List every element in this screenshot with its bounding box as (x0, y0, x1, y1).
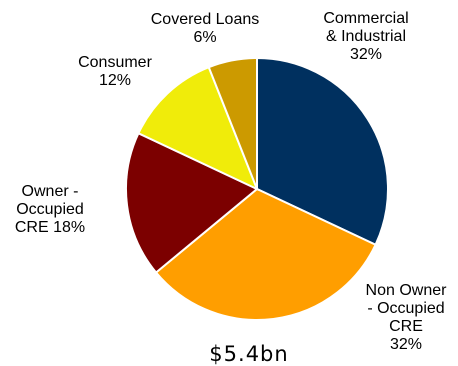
slice-label-line: 32% (390, 336, 422, 353)
slice-label: Non Owner - Occupied CRE 32% (366, 282, 448, 353)
slice-label-line: CRE 18% (15, 219, 85, 236)
slice-label-line: 6% (193, 29, 216, 46)
slice-label: Consumer 12% (78, 54, 152, 89)
slice-label-line: Occupied (16, 201, 84, 218)
pie-slice (125, 131, 259, 274)
pie-slice (154, 187, 377, 321)
total-label: $5.4bn (209, 342, 288, 366)
slice-label-line: Owner - (22, 183, 79, 200)
pie-slice (256, 56, 389, 247)
slice-label-line: 12% (99, 72, 131, 89)
slice-label: Commercial & Industrial 32% (323, 10, 408, 63)
slice-label-line: Commercial (323, 10, 408, 27)
pie-slice (137, 65, 259, 191)
slice-label-line: & Industrial (326, 28, 406, 45)
slice-label: Covered Loans 6% (151, 11, 260, 46)
slice-label: Owner -Occupied CRE 18% (15, 183, 85, 236)
slice-label-line: CRE (389, 318, 423, 335)
slice-label-line: - Occupied (367, 300, 444, 317)
slice-label-line: Covered Loans (151, 11, 260, 28)
slice-label-line: Non Owner (366, 282, 448, 299)
pie-slices (125, 56, 389, 321)
pie-slice (207, 56, 258, 190)
slice-label-line: 32% (350, 46, 382, 63)
slice-label-line: Consumer (78, 54, 152, 71)
pie-labels: Commercial & Industrial 32%Non Owner - Occu… (15, 10, 447, 353)
